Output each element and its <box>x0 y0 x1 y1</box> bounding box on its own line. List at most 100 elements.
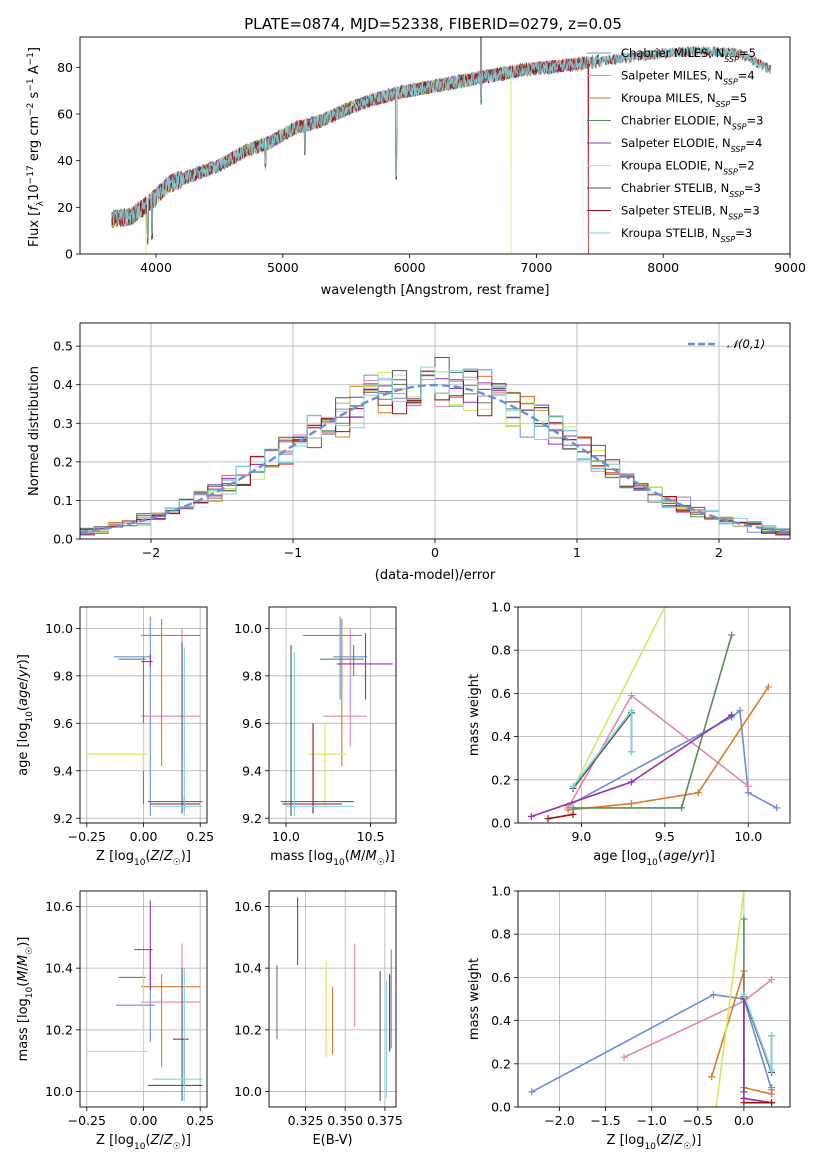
x-tick-label: 1 <box>573 545 581 560</box>
weight-marker <box>569 782 577 790</box>
y-tick-label: 0.8 <box>491 643 511 658</box>
y-tick-label: 0.2 <box>491 1056 511 1071</box>
y-tick-label: 0.5 <box>53 339 73 354</box>
x-tick-label: 0 <box>431 545 439 560</box>
weight-marker <box>728 711 736 719</box>
weight-marker <box>768 1099 776 1107</box>
weight-marker <box>768 1084 776 1092</box>
y-tick-label: 0.2 <box>53 454 73 469</box>
weight-marker <box>527 813 535 821</box>
y-axis-label: Normed distribution <box>27 366 42 496</box>
y-tick-label: 9.6 <box>53 716 73 731</box>
axes-frame-weight-vs-age <box>517 606 791 824</box>
weight-line-kroupa-stelib <box>743 994 773 1071</box>
spectrum-line-salpeter-miles <box>111 55 589 242</box>
x-axis-label: Z [log10(Z/Z☉)] <box>96 849 191 868</box>
weight-marker <box>620 1053 628 1061</box>
x-tick-label: 9.5 <box>655 829 675 844</box>
plot-area-age-vs-z <box>80 607 207 823</box>
y-tick-label: 0.8 <box>491 927 511 942</box>
x-axis-label: age [log10(age/yr)] <box>593 849 715 868</box>
y-tick-label: 9.2 <box>242 811 262 826</box>
x-tick-label: 9000 <box>774 260 806 275</box>
weight-marker <box>764 683 772 691</box>
y-axis-label: mass weight <box>467 674 482 756</box>
weight-marker <box>740 991 748 999</box>
plot-area-spectrum <box>111 37 772 254</box>
x-axis-label: mass [log10(M/M☉)] <box>270 849 395 868</box>
y-tick-label: 0.1 <box>53 493 73 508</box>
x-axis-label: (data-model)/error <box>375 568 496 583</box>
y-tick-label: 9.8 <box>242 668 262 683</box>
y-tick-label: 10.4 <box>45 961 73 976</box>
weight-marker <box>744 782 752 790</box>
weight-marker <box>768 1032 776 1040</box>
x-tick-label: 4000 <box>140 260 172 275</box>
legend-entry: Salpeter ELODIE, NSSP=4 <box>621 136 762 154</box>
weight-marker <box>773 804 781 812</box>
x-tick-label: 0.00 <box>130 829 158 844</box>
axes-weight-vs-age: 9.0 9.5 10.0 0.0 0.2 0.4 0.6 0.8 1.0 age [log10(a… <box>467 600 791 868</box>
plot-area-weight-vs-z <box>518 891 790 1107</box>
weight-marker <box>728 631 736 639</box>
legend-entry: Chabrier STELIB, NSSP=3 <box>621 181 761 199</box>
x-tick-label: 2 <box>715 545 723 560</box>
weight-marker <box>678 804 686 812</box>
weight-marker <box>744 789 752 797</box>
weight-line-chabrier-stelib <box>572 710 633 789</box>
y-tick-label: 0.0 <box>491 1100 511 1115</box>
figure-title: PLATE=0874, MJD=52338, FIBERID=0279, z=0… <box>244 15 622 33</box>
axes-mass-vs-ebv: 0.325 0.350 0.375 10.0 10.2 10.4 10.6 E(B-V) <box>234 890 403 1148</box>
y-tick-label: 10.2 <box>45 1022 73 1037</box>
x-tick-label: 8000 <box>647 260 679 275</box>
y-tick-label: 40 <box>57 153 73 168</box>
y-tick-label: 10.0 <box>234 1084 262 1099</box>
weight-marker <box>569 804 577 812</box>
weight-line-kroupa-elodie <box>572 607 666 789</box>
x-tick-label: 10.0 <box>272 829 300 844</box>
weight-line-salpeter-stelib <box>547 813 574 820</box>
weight-marker <box>627 778 635 786</box>
weight-line-chabrier-miles <box>531 993 773 1093</box>
y-tick-label: 9.4 <box>53 763 73 778</box>
axes-frame-spectrum <box>79 36 791 255</box>
y-axis-label: age [log10(age/yr)] <box>16 654 35 776</box>
axes-weight-vs-z: −2.0 −1.5 −1.0 −0.5 0.0 0.0 0.2 0.4 0.6 0.8 1.0 Z [… <box>467 884 791 1152</box>
weight-marker <box>569 810 577 818</box>
plot-area-residuals <box>80 323 790 539</box>
y-tick-label: 9.8 <box>53 668 73 683</box>
legend-entry: Salpeter MILES, NSSP=4 <box>621 69 755 87</box>
weight-marker <box>740 1099 748 1107</box>
axes-frame-mass-vs-ebv <box>268 890 397 1108</box>
x-axis-label: Z [log10(Z/Z☉)] <box>96 1133 191 1152</box>
axes-frame-age-vs-mass <box>268 606 397 824</box>
legend-entry: Kroupa STELIB, NSSP=3 <box>621 226 752 244</box>
x-axis-label: wavelength [Angstrom, rest frame] <box>321 283 550 298</box>
y-tick-label: 9.4 <box>242 763 262 778</box>
legend-entry: Chabrier MILES, NSSP=5 <box>621 46 756 64</box>
axes-frame-weight-vs-z <box>517 890 791 1108</box>
axes-residuals: −2 −1 0 1 2 0.0 0.1 0.2 0.3 0.4 0.5 𝒩(0,1) (data-mod… <box>27 322 791 583</box>
y-axis-label: mass [log10(M/M☉)] <box>16 937 35 1062</box>
weight-marker <box>564 806 572 814</box>
histogram-kroupa-stelib <box>80 366 790 531</box>
y-tick-label: 10.6 <box>234 899 262 914</box>
y-tick-label: 0.0 <box>491 816 511 831</box>
weight-line-chabrier-elodie <box>573 634 733 809</box>
weight-marker <box>627 707 635 715</box>
x-axis-label: Z [log10(Z/Z☉)] <box>607 1133 702 1152</box>
x-tick-label: 0.325 <box>288 1113 324 1128</box>
x-tick-label: −2.0 <box>544 1113 574 1128</box>
spectrum-line-chabrier-miles <box>111 57 589 243</box>
spectrum-line-salpeter-elodie <box>111 65 512 243</box>
x-axis-label: E(B-V) <box>312 1133 352 1148</box>
legend-entry: 𝒩(0,1) <box>727 337 765 351</box>
axes-age-vs-z: −0.25 0.00 0.25 9.2 9.4 9.6 9.8 10.0 Z [log10(Z/… <box>16 606 214 868</box>
y-tick-label: 0.4 <box>491 729 511 744</box>
y-tick-label: 60 <box>57 107 73 122</box>
weight-marker <box>528 1088 536 1096</box>
x-tick-label: −1 <box>284 545 302 560</box>
weight-marker <box>627 692 635 700</box>
x-tick-label: 0.25 <box>186 829 214 844</box>
x-tick-label: 0.375 <box>367 1113 403 1128</box>
